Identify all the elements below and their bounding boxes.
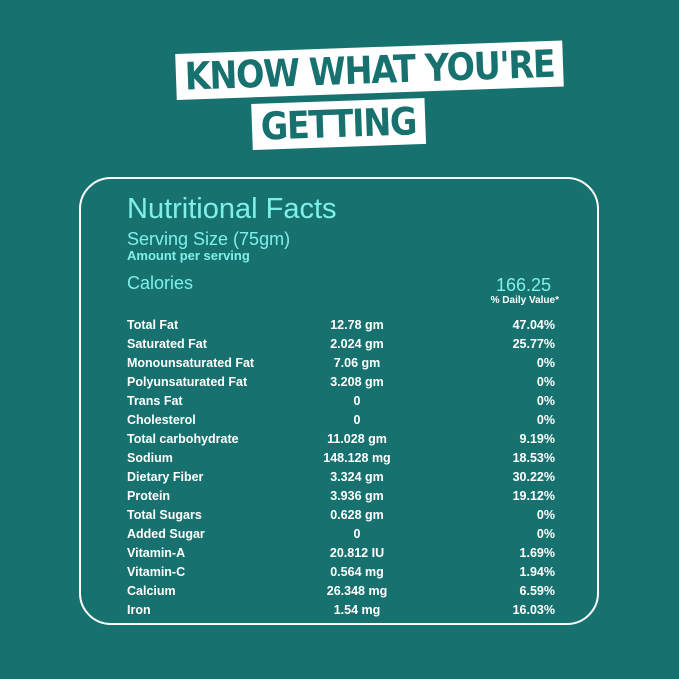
nutrient-name: Total Sugars — [127, 507, 202, 522]
nutrient-amount: 1.54 mg — [333, 602, 381, 617]
nutrient-daily-value: 0% — [536, 355, 555, 370]
nutrient-row: Calcium 26.348 mg 6.59% — [127, 581, 555, 600]
nutrient-daily-value: 19.12% — [512, 488, 555, 503]
nutrient-amount: 3.208 gm — [330, 374, 384, 389]
nutrient-daily-value: 1.69% — [519, 545, 555, 560]
calories-label: Calories — [127, 273, 194, 293]
nutrient-row: Total Fat 12.78 gm 47.04% — [127, 315, 555, 334]
nutrient-row: Trans Fat 0 0% — [127, 391, 555, 410]
nutrient-amount: 0.628 gm — [330, 507, 384, 522]
nutrient-daily-value: 0% — [536, 412, 555, 427]
nutrient-amount: 12.78 gm — [330, 317, 384, 332]
nutrient-name: Saturated Fat — [127, 336, 207, 351]
nutrient-row: Sodium 148.128 mg 18.53% — [127, 448, 555, 467]
nutrient-row: Saturated Fat 2.024 gm 25.77% — [127, 334, 555, 353]
nutrient-name: Trans Fat — [127, 393, 183, 408]
nutrient-row: Dietary Fiber 3.324 gm 30.22% — [127, 467, 555, 486]
nutrient-name: Dietary Fiber — [127, 469, 204, 484]
nutrient-name: Vitamin-C — [127, 564, 186, 579]
nutrient-name: Monounsaturated Fat — [127, 355, 255, 370]
nutrient-daily-value: 30.22% — [512, 469, 555, 484]
nutrient-row: Monounsaturated Fat 7.06 gm 0% — [127, 353, 555, 372]
nutrient-name: Calcium — [127, 583, 176, 598]
nutrient-amount: 3.324 gm — [330, 469, 384, 484]
nutrient-amount: 0 — [353, 526, 361, 541]
nutrient-row: Vitamin-A 20.812 IU 1.69% — [127, 543, 555, 562]
nutrient-daily-value: 18.53% — [512, 450, 555, 465]
nutrient-amount: 148.128 mg — [323, 450, 391, 465]
nutrient-row: Added Sugar 0 0% — [127, 524, 555, 543]
nutrient-amount: 11.028 gm — [327, 431, 387, 446]
nutrient-amount: 20.812 IU — [329, 545, 385, 560]
nutrient-amount: 0 — [353, 393, 361, 408]
nutrient-amount: 0 — [353, 412, 361, 427]
nutrition-card — [79, 177, 599, 625]
nutrient-amount: 3.936 gm — [330, 488, 384, 503]
nutrient-amount: 26.348 mg — [326, 583, 388, 598]
nutrient-daily-value: 0% — [536, 374, 555, 389]
nutrient-name: Protein — [127, 488, 171, 503]
headline-line-1: Know What You're — [175, 40, 564, 100]
nutrient-daily-value: 16.03% — [512, 602, 555, 617]
nutrient-name: Added Sugar — [127, 526, 205, 541]
daily-value-header: % Daily Value* — [490, 295, 559, 306]
nutrient-amount: 0.564 mg — [330, 564, 384, 579]
nutrient-name: Sodium — [127, 450, 173, 465]
nutrient-daily-value: 0% — [536, 393, 555, 408]
nutrient-row: Cholesterol 0 0% — [127, 410, 555, 429]
nutrient-row: Polyunsaturated Fat 3.208 gm 0% — [127, 372, 555, 391]
nutrient-amount: 2.024 gm — [330, 336, 384, 351]
nutrient-row: Protein 3.936 gm 19.12% — [127, 486, 555, 505]
nutrient-row: Iron 1.54 mg 16.03% — [127, 600, 555, 619]
nutrient-daily-value: 25.77% — [512, 336, 555, 351]
nutrition-title: Nutritional Facts — [127, 193, 337, 225]
nutrient-row: Total Sugars 0.628 gm 0% — [127, 505, 555, 524]
calories-value: 166.25 — [495, 275, 551, 295]
nutrient-name: Cholesterol — [127, 412, 196, 427]
nutrient-daily-value: 6.59% — [519, 583, 555, 598]
nutrient-amount: 7.06 gm — [333, 355, 381, 370]
amount-per-serving: Amount per serving — [127, 248, 250, 263]
nutrient-daily-value: 0% — [536, 507, 555, 522]
headline-line-2: Getting — [251, 97, 426, 150]
nutrient-name: Total carbohydrate — [127, 431, 239, 446]
nutrient-name: Iron — [127, 602, 151, 617]
nutrient-daily-value: 47.04% — [512, 317, 555, 332]
nutrient-daily-value: 9.19% — [519, 431, 555, 446]
serving-size: Serving Size (75gm) — [127, 229, 291, 249]
nutrient-daily-value: 0% — [536, 526, 555, 541]
nutrient-name: Total Fat — [127, 317, 179, 332]
nutrient-table: Total Fat 12.78 gm 47.04% Saturated Fat 2.0… — [127, 315, 555, 619]
nutrient-row: Total carbohydrate 11.028 gm 9.19% — [127, 429, 555, 448]
nutrient-name: Polyunsaturated Fat — [127, 374, 248, 389]
nutrient-row: Vitamin-C 0.564 mg 1.94% — [127, 562, 555, 581]
nutrient-daily-value: 1.94% — [519, 564, 555, 579]
nutrient-name: Vitamin-A — [127, 545, 186, 560]
